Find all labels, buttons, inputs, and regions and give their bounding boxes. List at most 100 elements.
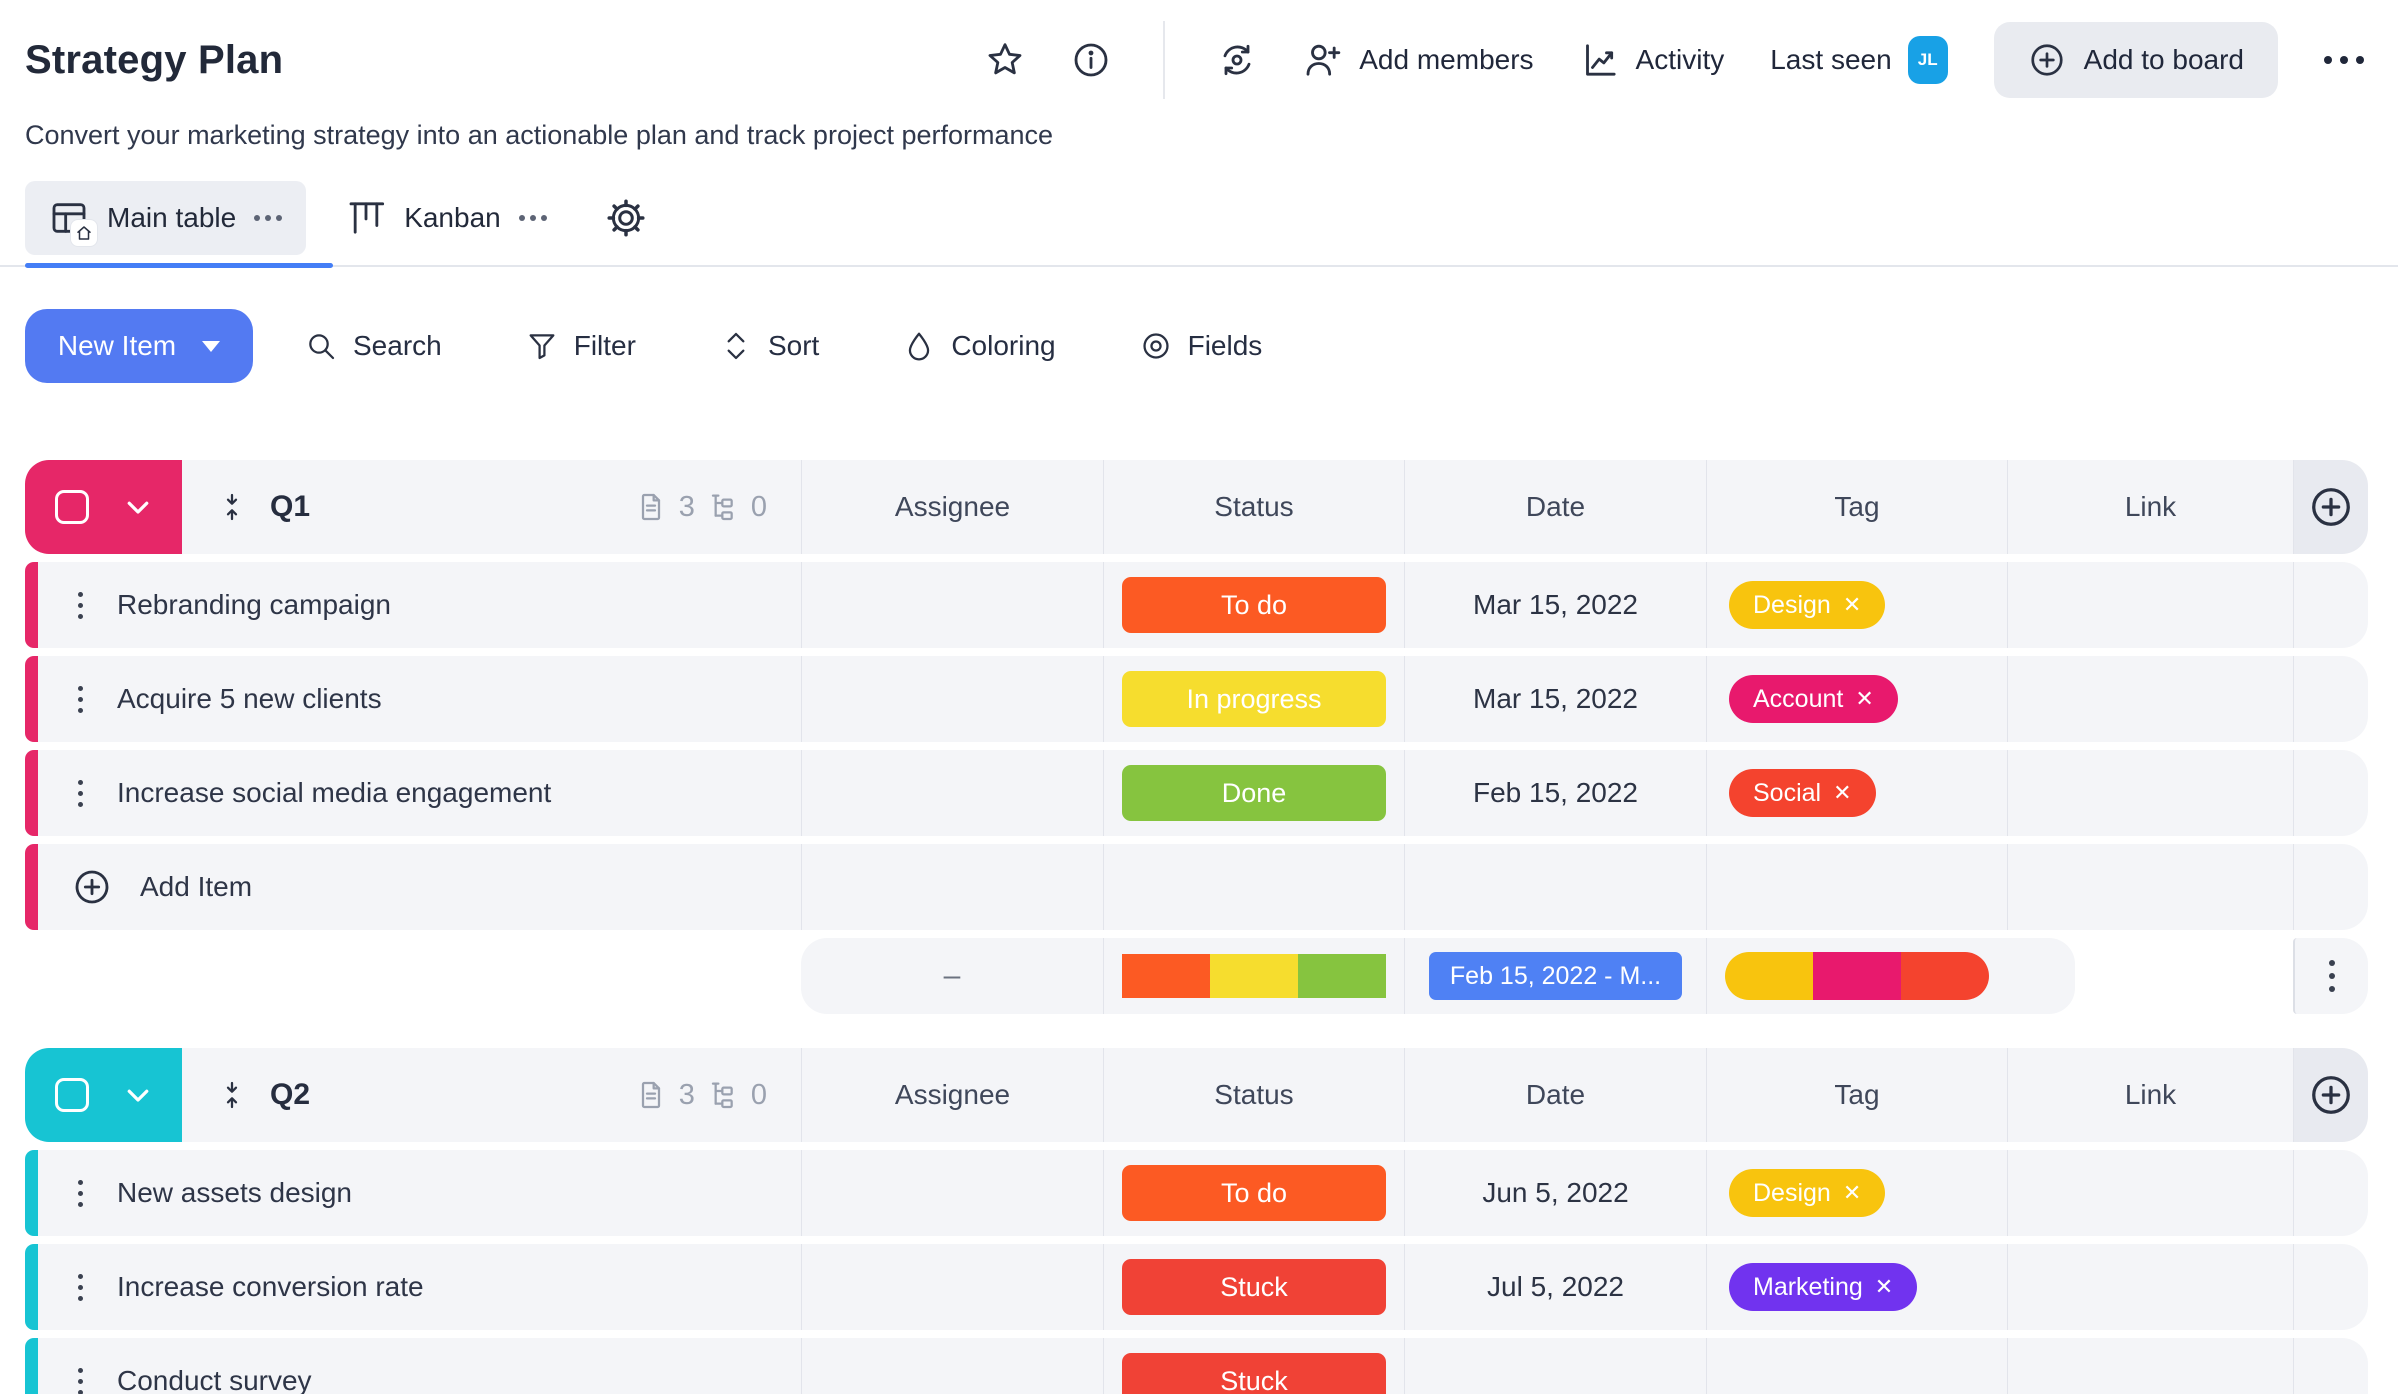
empty-cell bbox=[2007, 844, 2293, 930]
tag-pill[interactable]: Social ✕ bbox=[1729, 769, 1876, 817]
board-menu-icon[interactable] bbox=[2324, 56, 2364, 64]
column-header-date[interactable]: Date bbox=[1404, 460, 1706, 554]
add-column-button[interactable] bbox=[2293, 460, 2368, 554]
tab-kanban[interactable]: Kanban bbox=[322, 181, 571, 255]
drag-handle-icon[interactable] bbox=[78, 591, 83, 619]
link-cell[interactable] bbox=[2007, 562, 2293, 648]
link-cell[interactable] bbox=[2007, 1150, 2293, 1236]
coloring-button[interactable]: Coloring bbox=[903, 330, 1056, 362]
assignee-cell[interactable] bbox=[801, 750, 1103, 836]
link-cell[interactable] bbox=[2007, 656, 2293, 742]
status-pill[interactable]: To do bbox=[1122, 577, 1386, 633]
drag-handle-icon[interactable] bbox=[78, 1179, 83, 1207]
summary-date-range: Feb 15, 2022 - M... bbox=[1404, 938, 1706, 1014]
group-q2-collapse-chevron-icon[interactable] bbox=[123, 1080, 153, 1110]
add-to-board-button[interactable]: Add to board bbox=[1993, 22, 2278, 98]
column-header-date[interactable]: Date bbox=[1404, 1048, 1706, 1142]
group-q1-checkbox[interactable] bbox=[55, 490, 89, 524]
assignee-cell[interactable] bbox=[801, 562, 1103, 648]
item-name[interactable]: Acquire 5 new clients bbox=[117, 683, 382, 714]
link-cell[interactable] bbox=[2007, 1338, 2293, 1394]
summary-menu-button[interactable] bbox=[2293, 938, 2368, 1014]
status-pill[interactable]: Stuck bbox=[1122, 1259, 1386, 1315]
tab-main-table[interactable]: Main table bbox=[25, 181, 307, 255]
tag-pill[interactable]: Marketing ✕ bbox=[1729, 1263, 1918, 1311]
group-q2-checkbox[interactable] bbox=[55, 1078, 89, 1112]
date-cell[interactable]: Jul 5, 2022 bbox=[1404, 1244, 1706, 1330]
date-cell[interactable]: Mar 15, 2022 bbox=[1404, 562, 1706, 648]
link-cell[interactable] bbox=[2007, 750, 2293, 836]
group-q1-collapse-chevron-icon[interactable] bbox=[123, 492, 153, 522]
add-members-button[interactable]: Add members bbox=[1303, 40, 1534, 80]
date-range-pill[interactable]: Feb 15, 2022 - M... bbox=[1429, 952, 1682, 1000]
filter-button[interactable]: Filter bbox=[526, 330, 636, 362]
item-name-cell: New assets design bbox=[38, 1150, 801, 1236]
item-name[interactable]: New assets design bbox=[117, 1177, 353, 1208]
column-header-link[interactable]: Link bbox=[2007, 460, 2293, 554]
tag-remove-icon[interactable]: ✕ bbox=[1855, 686, 1874, 711]
integrations-sync-icon[interactable] bbox=[1217, 40, 1257, 80]
column-header-link[interactable]: Link bbox=[2007, 1048, 2293, 1142]
item-name[interactable]: Increase social media engagement bbox=[117, 777, 552, 808]
column-header-tag[interactable]: Tag bbox=[1706, 1048, 2007, 1142]
link-cell[interactable] bbox=[2007, 1244, 2293, 1330]
add-item-button[interactable]: Add Item bbox=[38, 844, 801, 930]
add-column-button[interactable] bbox=[2293, 1048, 2368, 1142]
status-cell: Stuck bbox=[1103, 1244, 1404, 1330]
group-q1-counts: 3 0 bbox=[635, 491, 801, 524]
fields-button[interactable]: Fields bbox=[1140, 330, 1262, 362]
status-cell: To do bbox=[1103, 562, 1404, 648]
assignee-cell[interactable] bbox=[801, 1338, 1103, 1394]
drag-handle-icon[interactable] bbox=[78, 685, 83, 713]
group-q2-name[interactable]: Q2 bbox=[270, 1078, 311, 1111]
row-accent bbox=[25, 656, 38, 742]
tag-pill[interactable]: Account ✕ bbox=[1729, 675, 1898, 723]
status-pill[interactable]: Stuck bbox=[1122, 1353, 1386, 1394]
activity-button[interactable]: Activity bbox=[1580, 40, 1724, 80]
date-cell[interactable] bbox=[1404, 1338, 1706, 1394]
tab-kanban-menu-icon[interactable] bbox=[518, 215, 547, 221]
column-header-status[interactable]: Status bbox=[1103, 460, 1404, 554]
drag-handle-icon[interactable] bbox=[78, 1367, 83, 1394]
tab-main-table-menu-icon[interactable] bbox=[254, 215, 283, 221]
collapse-rows-icon[interactable] bbox=[216, 491, 248, 523]
tag-pill[interactable]: Design ✕ bbox=[1729, 1169, 1886, 1217]
drag-handle-icon[interactable] bbox=[78, 779, 83, 807]
info-icon[interactable] bbox=[1071, 40, 1111, 80]
summary-status-distribution[interactable] bbox=[1103, 938, 1404, 1014]
tag-remove-icon[interactable]: ✕ bbox=[1842, 1180, 1862, 1205]
item-name[interactable]: Conduct survey bbox=[117, 1365, 312, 1394]
status-pill[interactable]: To do bbox=[1122, 1165, 1386, 1221]
favorite-star-icon[interactable] bbox=[985, 40, 1025, 80]
status-pill[interactable]: Done bbox=[1122, 765, 1386, 821]
tag-remove-icon[interactable]: ✕ bbox=[1833, 780, 1852, 805]
item-name[interactable]: Rebranding campaign bbox=[117, 589, 391, 620]
search-button[interactable]: Search bbox=[305, 330, 442, 362]
sort-button[interactable]: Sort bbox=[720, 330, 819, 362]
assignee-cell[interactable] bbox=[801, 656, 1103, 742]
summary-tag-distribution[interactable] bbox=[1706, 938, 2007, 1014]
last-seen[interactable]: Last seen JL bbox=[1770, 36, 1948, 84]
drag-handle-icon[interactable] bbox=[78, 1273, 83, 1301]
assignee-cell[interactable] bbox=[801, 1244, 1103, 1330]
item-name[interactable]: Increase conversion rate bbox=[117, 1271, 424, 1302]
column-header-status[interactable]: Status bbox=[1103, 1048, 1404, 1142]
tag-remove-icon[interactable]: ✕ bbox=[1874, 1274, 1894, 1299]
tag-remove-icon[interactable]: ✕ bbox=[1842, 592, 1862, 617]
avatar[interactable]: JL bbox=[1907, 36, 1948, 84]
group-summary-row: – Feb 15, 2022 - M... bbox=[801, 938, 2398, 1014]
tag-pill[interactable]: Design ✕ bbox=[1729, 581, 1886, 629]
date-cell[interactable]: Feb 15, 2022 bbox=[1404, 750, 1706, 836]
column-header-tag[interactable]: Tag bbox=[1706, 460, 2007, 554]
collapse-rows-icon[interactable] bbox=[216, 1079, 248, 1111]
status-pill[interactable]: In progress bbox=[1122, 671, 1386, 727]
group-q1-name[interactable]: Q1 bbox=[270, 490, 311, 523]
date-cell[interactable]: Mar 15, 2022 bbox=[1404, 656, 1706, 742]
column-header-assignee[interactable]: Assignee bbox=[801, 460, 1103, 554]
date-cell[interactable]: Jun 5, 2022 bbox=[1404, 1150, 1706, 1236]
views-settings-gear-icon[interactable] bbox=[605, 197, 647, 239]
assignee-cell[interactable] bbox=[801, 1150, 1103, 1236]
new-item-button[interactable]: New Item bbox=[25, 309, 253, 383]
new-item-caret-icon[interactable] bbox=[202, 340, 221, 352]
column-header-assignee[interactable]: Assignee bbox=[801, 1048, 1103, 1142]
